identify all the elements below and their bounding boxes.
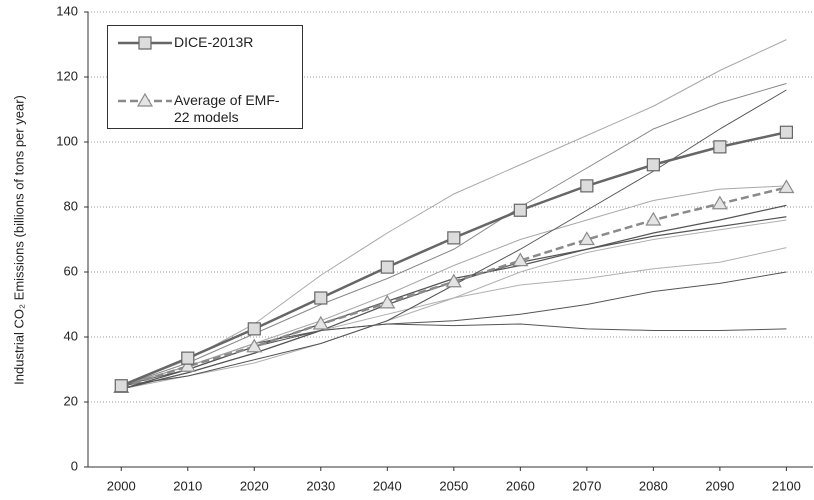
marker (711, 195, 728, 210)
series (121, 39, 787, 387)
series (113, 179, 795, 393)
marker (138, 36, 152, 50)
series (121, 219, 787, 390)
marker (312, 315, 329, 330)
y-tick-label: 100 (56, 133, 78, 148)
marker (380, 260, 394, 274)
y-tick-label: 120 (56, 68, 78, 83)
line (121, 219, 787, 390)
x-tick-label: 2100 (772, 478, 801, 493)
legend-swatch (118, 36, 172, 50)
marker (246, 338, 263, 353)
marker (447, 231, 461, 245)
y-tick-label: 0 (71, 458, 78, 473)
marker (646, 158, 660, 172)
x-tick-label: 2000 (107, 478, 136, 493)
legend: DICE-2013R Average of EMF-22 models (107, 25, 303, 129)
y-tick-label: 140 (56, 3, 78, 18)
x-tick-label: 2010 (173, 478, 202, 493)
marker (645, 211, 662, 226)
marker (713, 140, 727, 154)
line (121, 83, 787, 387)
line (121, 39, 787, 387)
legend-entry: Average of EMF-22 models (116, 92, 284, 126)
y-tick-label: 60 (64, 263, 78, 278)
x-tick-label: 2040 (373, 478, 402, 493)
marker (179, 358, 196, 372)
legend-entry: DICE-2013R (116, 34, 284, 52)
line (121, 185, 787, 387)
series (121, 185, 787, 387)
x-tick-label: 2050 (439, 478, 468, 493)
marker (778, 179, 795, 194)
marker (314, 291, 328, 305)
line (120, 131, 787, 387)
x-tick-label: 2020 (240, 478, 269, 493)
x-tick-label: 2030 (306, 478, 335, 493)
line (121, 271, 787, 387)
legend-label: DICE-2013R (174, 34, 254, 50)
y-tick-label: 80 (64, 198, 78, 213)
legend-label: Average of EMF-22 models (174, 92, 280, 125)
y-tick-label: 40 (64, 328, 78, 343)
marker (247, 322, 261, 336)
x-tick-label: 2060 (506, 478, 535, 493)
y-axis-label: Industrial CO₂ Emissions (billions of to… (11, 95, 26, 385)
marker (379, 294, 396, 309)
series (114, 125, 793, 393)
marker (580, 179, 594, 193)
series (121, 271, 787, 387)
marker (578, 231, 595, 246)
marker (779, 125, 793, 139)
marker (136, 92, 154, 107)
marker (114, 379, 128, 393)
x-tick-label: 2080 (639, 478, 668, 493)
legend-swatch (118, 92, 172, 107)
marker (181, 351, 195, 365)
y-tick-label: 20 (64, 393, 78, 408)
marker (445, 273, 462, 288)
marker (512, 252, 529, 267)
marker (513, 203, 527, 217)
x-tick-label: 2070 (572, 478, 601, 493)
x-tick-label: 2090 (705, 478, 734, 493)
series (121, 83, 787, 387)
